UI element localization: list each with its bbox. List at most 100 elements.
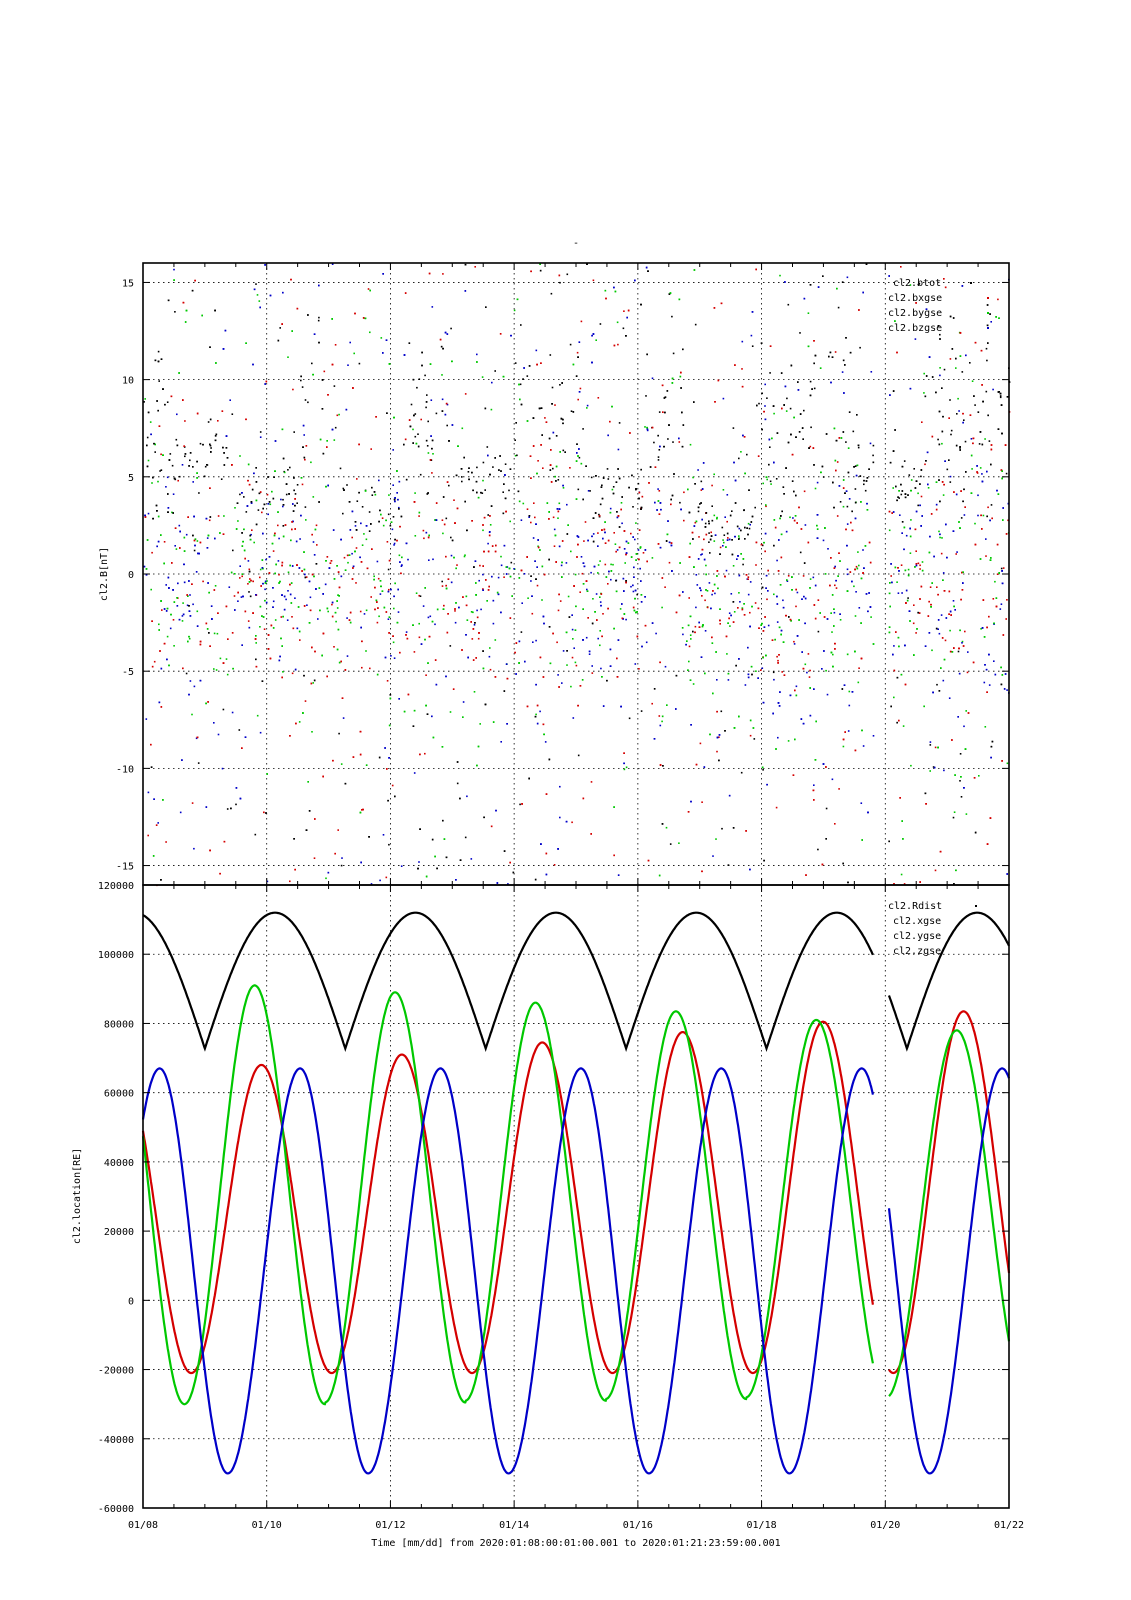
btot-point: [849, 351, 852, 354]
bygse-point: [582, 583, 585, 585]
bzgse-point: [247, 560, 250, 562]
bxgse-point: [413, 651, 416, 653]
bzgse-point: [580, 556, 583, 558]
bxgse-point: [161, 609, 163, 611]
bzgse-point: [587, 539, 589, 542]
bxgse-point: [327, 394, 329, 396]
bxgse-point: [914, 528, 917, 531]
bygse-point: [508, 567, 511, 570]
btot-point: [949, 481, 952, 483]
btot-point: [892, 390, 895, 392]
bzgse-point: [697, 558, 700, 560]
btot-point: [287, 469, 289, 471]
btot-point: [157, 409, 159, 412]
bxgse-point: [701, 870, 703, 873]
bygse-point: [427, 452, 430, 454]
bzgse-point: [796, 635, 799, 637]
bxgse-point: [334, 344, 337, 346]
bxgse-point: [834, 642, 836, 645]
btot-point: [592, 517, 595, 519]
bygse-point: [678, 842, 680, 844]
btot-point: [343, 489, 345, 491]
bxgse-point: [895, 631, 897, 633]
btot-point: [756, 404, 758, 407]
bzgse-point: [259, 731, 262, 734]
bygse-point: [526, 420, 529, 422]
bygse-point: [226, 673, 229, 676]
btot-point: [541, 434, 543, 436]
bzgse-point: [585, 636, 588, 639]
bygse-point: [942, 494, 945, 496]
btot-point: [999, 396, 1002, 399]
btot-point: [708, 541, 710, 543]
bxgse-point: [559, 600, 562, 602]
btot-point: [798, 431, 801, 433]
bygse-point: [666, 533, 669, 536]
bzgse-point: [259, 306, 261, 309]
bygse-point: [436, 608, 439, 611]
bzgse-point: [192, 603, 194, 606]
bxgse-point: [630, 532, 632, 535]
btot-point: [615, 579, 617, 582]
btot-point: [673, 473, 675, 475]
btot-point: [681, 445, 684, 448]
btot-point: [734, 502, 737, 504]
bxgse-point: [341, 697, 344, 699]
bxgse-point: [678, 441, 681, 443]
bygse-point: [287, 356, 289, 358]
bxgse-point: [953, 647, 955, 649]
btot-point: [534, 878, 537, 881]
bxgse-point: [757, 607, 760, 610]
bxgse-point: [792, 774, 795, 776]
bxgse-point: [607, 583, 609, 585]
bzgse-point: [556, 508, 559, 510]
bzgse-point: [241, 644, 243, 646]
btot-point: [907, 494, 909, 496]
bygse-point: [477, 496, 480, 499]
btot-point: [388, 843, 390, 846]
btot-point: [708, 532, 710, 534]
btot-point: [952, 816, 955, 819]
bxgse-point: [590, 781, 593, 783]
bygse-point: [807, 345, 810, 348]
bxgse-point: [406, 637, 409, 640]
btot-point: [743, 509, 745, 511]
bygse-point: [779, 274, 781, 277]
btot-point: [783, 493, 785, 495]
bzgse-point: [621, 522, 623, 525]
bxgse-point: [290, 278, 292, 281]
bzgse-point: [268, 556, 271, 558]
btot-point: [913, 468, 915, 470]
btot-point: [311, 362, 313, 365]
bzgse-point: [291, 565, 294, 567]
bzgse-point: [178, 618, 181, 621]
btot-point: [403, 443, 405, 446]
bygse-point: [171, 511, 173, 514]
bygse-point: [188, 635, 190, 638]
bxgse-point: [701, 595, 703, 597]
bygse-point: [541, 565, 544, 568]
bygse-point: [196, 540, 199, 542]
btot-point: [157, 350, 160, 353]
bxgse-point: [352, 387, 354, 389]
bxgse-point: [540, 444, 542, 446]
bzgse-point: [780, 629, 783, 632]
btot-point: [466, 529, 468, 532]
bzgse-point: [403, 354, 406, 356]
btot-point: [859, 475, 862, 477]
bzgse-point: [848, 498, 851, 500]
bzgse-point: [632, 584, 634, 587]
bygse-point: [494, 639, 497, 641]
bxgse-point: [385, 611, 388, 613]
btot-point: [900, 493, 903, 496]
bzgse-point: [543, 622, 545, 625]
bzgse-point: [476, 353, 478, 356]
btot-point: [514, 439, 516, 441]
bygse-point: [713, 583, 716, 586]
btot-point: [261, 680, 264, 682]
btot-point: [783, 404, 785, 406]
bygse-point: [635, 553, 638, 555]
btot-point: [263, 503, 266, 506]
bygse-point: [144, 398, 146, 400]
bygse-point: [574, 573, 577, 576]
